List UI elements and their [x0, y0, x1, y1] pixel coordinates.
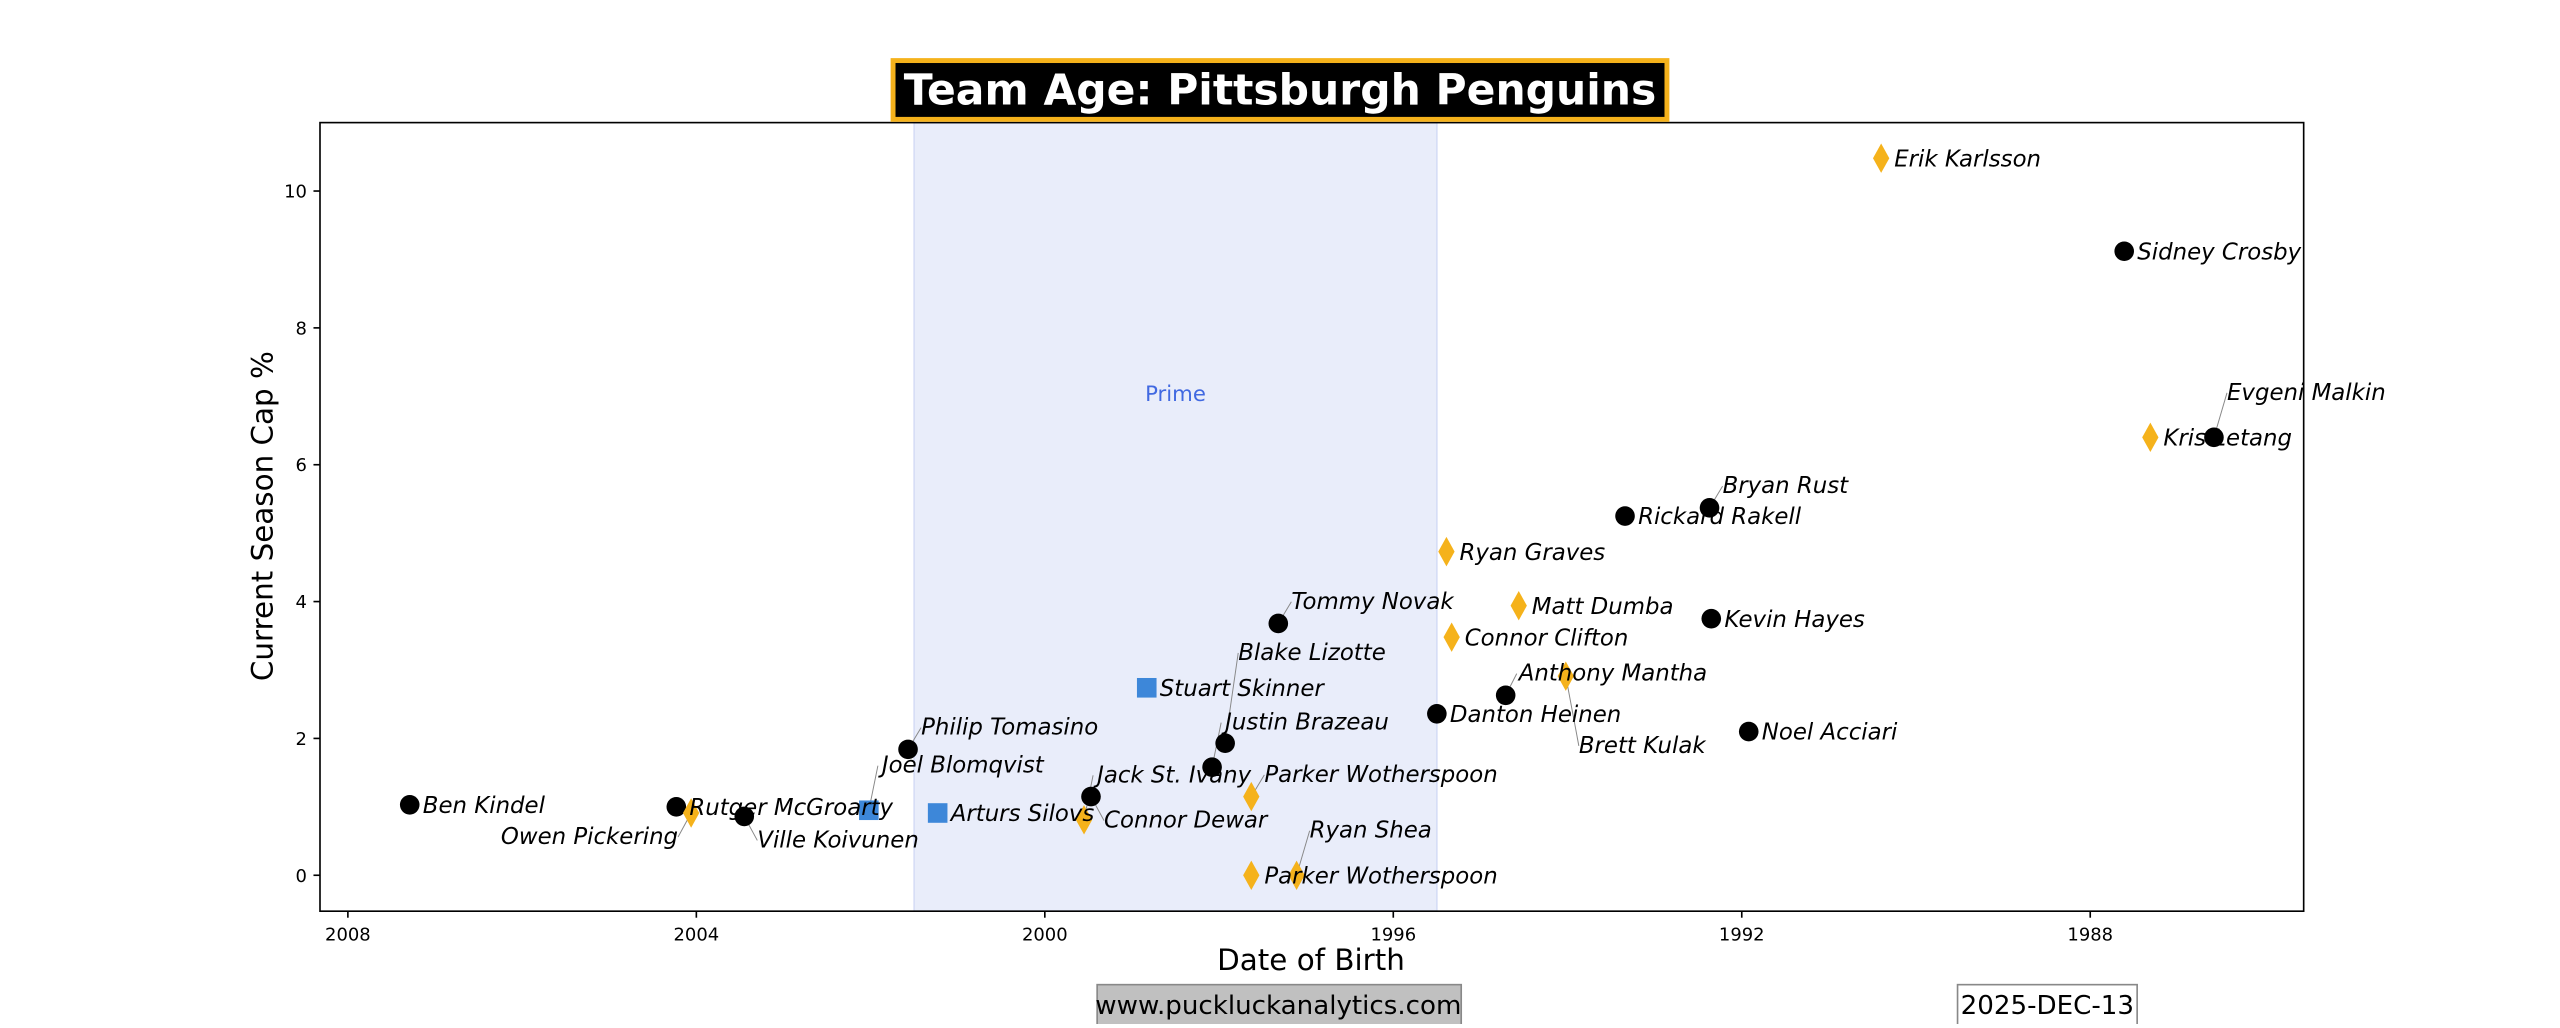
player-label: Parker Wotherspoon — [1264, 863, 1497, 889]
player-point-circle — [399, 794, 420, 815]
player-label: Evgeni Malkin — [2227, 380, 2386, 406]
label-leader-line — [1565, 676, 1580, 746]
player-point-circle — [1202, 757, 1222, 777]
date-box — [1956, 983, 2138, 1028]
player-point-diamond — [1510, 590, 1527, 621]
website-box — [1096, 983, 1463, 1028]
player-point-square — [927, 803, 948, 823]
player-point-circle — [1268, 613, 1289, 634]
player-label: Ryan Graves — [1459, 540, 1605, 566]
player-label: Tommy Novak — [1291, 589, 1454, 615]
player-point-circle — [1615, 506, 1635, 526]
player-label: Kris Letang — [2163, 426, 2292, 452]
player-label: Rickard Rakell — [1638, 504, 1802, 530]
x-tick-label: 1988 — [2067, 925, 2113, 946]
player-label: Ville Koivunen — [757, 827, 918, 853]
player-label: Joel Blomqvist — [878, 753, 1045, 779]
player-point-circle — [734, 806, 755, 827]
x-tick-label: 2004 — [674, 925, 720, 946]
player-point-circle — [1081, 786, 1101, 807]
player-label: Ryan Shea — [1310, 818, 1432, 844]
player-label: Arturs Silovs — [949, 801, 1095, 827]
player-point-diamond — [1243, 860, 1260, 890]
player-point-square — [1136, 677, 1157, 698]
plot-frame — [319, 121, 2305, 913]
player-label: Owen Pickering — [501, 824, 678, 850]
player-point-circle — [1427, 703, 1447, 724]
player-point-circle — [2114, 241, 2135, 262]
date-text: 2025-DEC-13 — [1961, 991, 2134, 1021]
y-tick-label: 8 — [296, 318, 307, 339]
player-label: Justin Brazeau — [1221, 710, 1389, 736]
axis-ticks: 2008 2004 2000 1996 1992 1988 0 2 4 6 8 10 — [284, 182, 2113, 946]
player-point-circle — [1495, 685, 1516, 706]
x-tick-label: 2000 — [1022, 925, 1068, 946]
y-tick-label: 2 — [296, 729, 307, 750]
player-label: Danton Heinen — [1450, 702, 1621, 728]
label-leader-line — [1224, 652, 1239, 744]
y-axis-label: Current Season Cap % — [246, 351, 280, 681]
player-point-diamond — [1438, 536, 1455, 567]
prime-band-label: Prime — [1145, 382, 1206, 407]
player-label: Brett Kulak — [1579, 733, 1706, 759]
player-point-circle — [1215, 733, 1235, 754]
player-point-circle — [1738, 721, 1759, 742]
player-point-circle — [666, 797, 687, 817]
player-label: Matt Dumba — [1532, 594, 1674, 620]
player-point-circle — [1701, 608, 1722, 629]
x-tick-label: 2008 — [325, 925, 371, 946]
chart-title: Team Age: Pittsburgh Penguins — [904, 67, 1657, 116]
player-label: Philip Tomasino — [921, 715, 1098, 741]
prime-band — [913, 121, 1438, 913]
x-tick-label: 1992 — [1719, 925, 1765, 946]
x-tick-label: 1996 — [1370, 925, 1416, 946]
prime-band-layer: Prime — [913, 121, 1438, 913]
player-label: Anthony Mantha — [1517, 661, 1707, 687]
y-tick-label: 6 — [296, 455, 307, 476]
player-point-diamond — [1872, 143, 1890, 173]
x-axis-label: Date of Birth — [1217, 943, 1405, 977]
player-label: Sidney Crosby — [2137, 239, 2301, 265]
player-label: Kevin Hayes — [1724, 607, 1865, 633]
y-tick-label: 10 — [284, 182, 307, 203]
player-label: Blake Lizotte — [1238, 640, 1386, 666]
player-point-circle — [898, 739, 918, 760]
player-label: Erik Karlsson — [1894, 146, 2041, 172]
player-label: Connor Clifton — [1465, 625, 1629, 651]
website-text: www.puckluckanalytics.com — [1095, 991, 1461, 1021]
player-labels: Ben Kindel Rutger McGroarty Owen Pickering… — [423, 146, 2386, 889]
player-label: Stuart Skinner — [1160, 676, 1326, 702]
player-point-diamond — [1443, 622, 1460, 652]
player-label: Bryan Rust — [1723, 473, 1850, 499]
player-label: Jack St. Ivany — [1093, 762, 1251, 788]
y-tick-label: 4 — [296, 592, 307, 613]
y-tick-label: 0 — [296, 866, 307, 887]
player-point-circle — [1699, 498, 1720, 518]
player-point-diamond — [2142, 422, 2159, 453]
player-point-square — [859, 800, 879, 821]
player-point-circle — [2204, 427, 2224, 448]
player-label: Parker Wotherspoon — [1264, 762, 1497, 788]
player-label: Rutger McGroarty — [689, 795, 893, 821]
player-label: Connor Dewar — [1104, 808, 1269, 834]
player-label: Noel Acciari — [1762, 720, 1898, 746]
title-box — [890, 58, 1670, 122]
player-point-diamond — [1557, 661, 1574, 691]
player-point-diamond — [1288, 860, 1305, 890]
player-label: Ben Kindel — [423, 793, 546, 819]
